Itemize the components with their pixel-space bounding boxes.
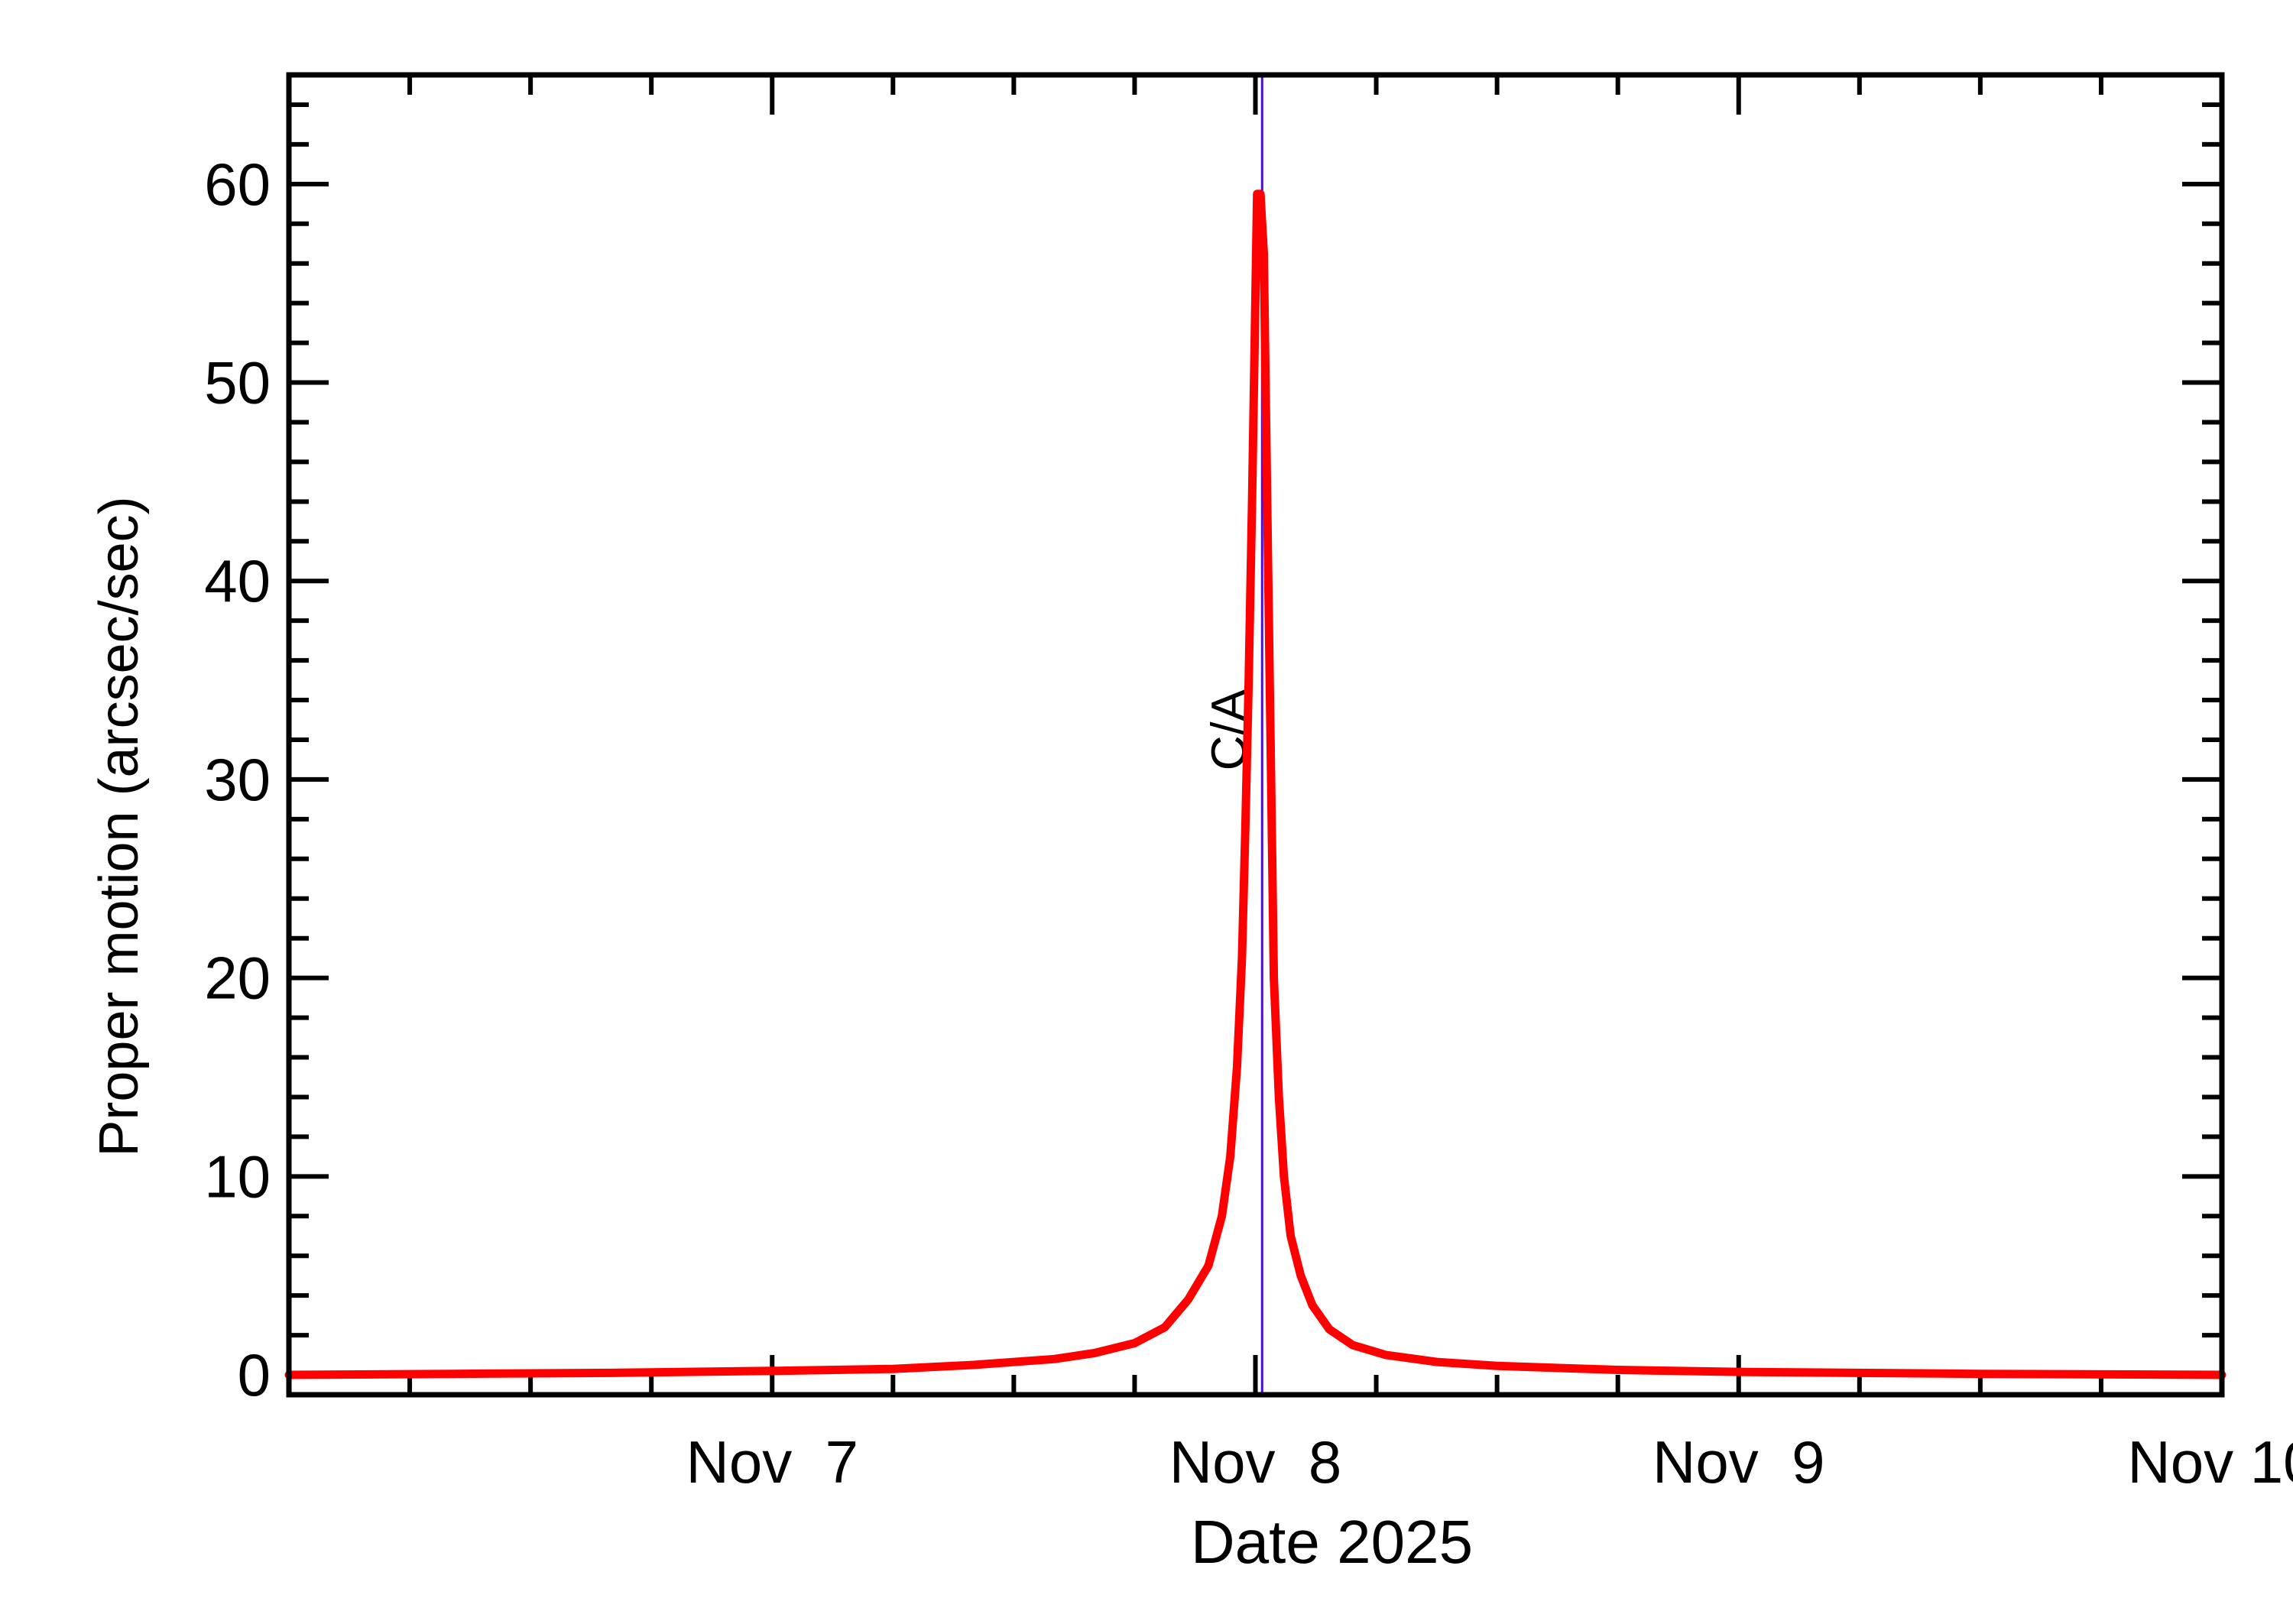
x-tick-label: Nov 8 [1169,1428,1341,1496]
y-tick-label: 30 [204,746,271,813]
x-tick-label: Nov 10 [2127,1428,2293,1496]
y-tick-label: 10 [204,1143,271,1210]
y-tick-label: 0 [238,1341,271,1408]
y-tick-label: 20 [204,945,271,1012]
x-major-ticks [770,75,2224,1395]
x-tick-labels: Nov 7 Nov 8 Nov 9 Nov 10 [686,1428,2293,1496]
x-tick-label: Nov 7 [686,1428,858,1496]
y-tick-labels: 0 10 20 30 40 50 60 [204,151,271,1408]
y-tick-label: 40 [204,547,271,614]
y-tick-label: 50 [204,349,271,417]
x-tick-label: Nov 9 [1652,1428,1824,1496]
plot-frame [286,72,2225,1398]
x-axis-title: Date 2025 [1191,1508,1473,1576]
y-axis-title: Proper motion (arcsec/sec) [89,496,150,1156]
y-minor-ticks [289,102,2222,1338]
proper-motion-series-line [284,190,2227,1379]
x-minor-ticks [407,75,2103,1395]
y-tick-label: 60 [204,151,271,218]
